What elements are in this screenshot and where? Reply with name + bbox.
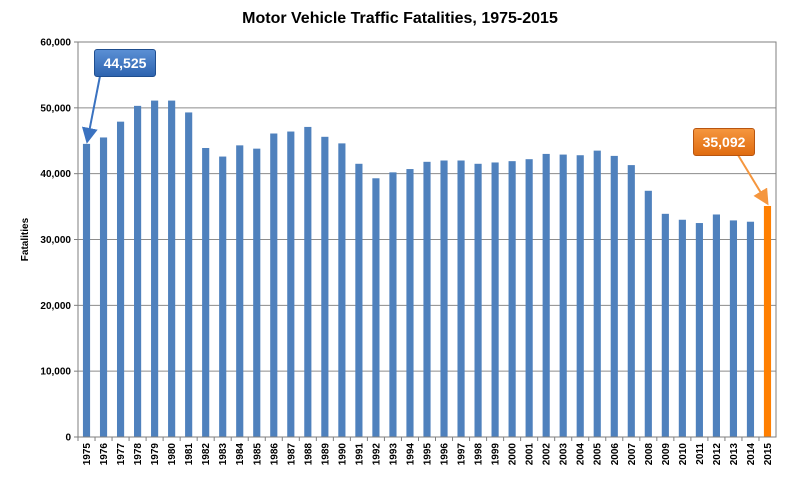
chart-title: Motor Vehicle Traffic Fatalities, 1975-2… [242,10,558,27]
bar-1990 [338,143,346,437]
x-tick-label-2004: 2004 [576,443,587,466]
x-tick-label-1993: 1993 [388,443,399,466]
bar-1987 [287,131,295,438]
x-tick-label-1999: 1999 [491,443,502,466]
x-tick-label-1977: 1977 [116,443,127,466]
callout-arrow-1975 [81,75,101,144]
x-tick-label-2008: 2008 [644,443,655,466]
bar-2009 [661,213,669,437]
bar-1979 [151,100,159,437]
bar-1993 [389,172,397,437]
bar-1975 [82,143,91,438]
bar-1982 [202,147,210,437]
x-tick-label-2012: 2012 [712,443,723,466]
x-tick-label-1978: 1978 [133,443,144,466]
x-tick-label-1988: 1988 [303,443,314,466]
bar-1997 [457,160,465,437]
x-tick-label-1987: 1987 [286,443,297,466]
bar-2012 [712,214,720,437]
y-tick-label: 0 [65,433,71,444]
bar-1992 [372,178,380,437]
x-tick-label-2003: 2003 [559,443,570,466]
x-tick-label-2002: 2002 [542,443,553,466]
x-tick-label-2011: 2011 [695,443,706,465]
x-tick-label-2007: 2007 [627,443,638,466]
bar-1985 [253,148,261,437]
x-tick-label-1994: 1994 [405,443,416,466]
x-tick-label-1985: 1985 [252,443,263,466]
y-tick-label: 40,000 [40,169,71,180]
callout-2015: 35,092 [693,128,755,156]
bar-1980 [168,100,176,437]
x-tick-label-1995: 1995 [423,443,434,466]
bar-1996 [440,160,448,437]
bar-1983 [219,156,227,438]
y-tick-label: 30,000 [40,235,71,246]
bar-2004 [576,155,584,437]
bar-2013 [729,220,738,437]
bar-1995 [423,161,431,438]
x-tick-label-1982: 1982 [201,443,212,466]
bar-1994 [406,169,414,437]
x-tick-label-2001: 2001 [525,443,536,466]
x-tick-label-2006: 2006 [610,443,621,466]
bar-1981 [185,112,193,438]
bar-2010 [678,219,686,437]
x-tick-label-1984: 1984 [235,443,246,466]
x-tick-label-1979: 1979 [150,443,161,466]
x-tick-label-1998: 1998 [474,443,485,466]
callout-1975: 44,525 [94,49,156,77]
bar-2014 [746,221,755,437]
plot-frame [77,41,777,438]
bar-2008 [644,190,652,437]
x-tick-label-1981: 1981 [184,443,195,466]
x-tick-label-1997: 1997 [457,443,468,466]
y-tick-label: 20,000 [40,301,71,312]
y-tick-label: 60,000 [40,38,71,49]
bar-1998 [474,163,482,437]
y-tick-label: 50,000 [40,103,71,114]
y-tick-label: 10,000 [40,367,71,378]
bar-2015 [763,205,772,437]
bar-2005 [593,150,601,437]
x-tick-label-2015: 2015 [763,443,774,466]
bar-2011 [695,223,703,437]
x-tick-label-1976: 1976 [99,443,110,466]
x-tick-label-1996: 1996 [440,443,451,466]
bar-1999 [491,162,499,437]
bar-2003 [559,154,567,437]
x-tick-label-1990: 1990 [337,443,348,466]
x-tick-label-2000: 2000 [508,443,519,466]
bar-2001 [525,159,533,437]
x-tick-label-1975: 1975 [82,443,93,466]
bar-2007 [627,165,635,437]
x-tick-label-1986: 1986 [269,443,280,466]
bar-1976 [99,137,108,438]
bar-1986 [270,133,278,437]
bar-1988 [304,126,312,438]
x-tick-label-2009: 2009 [661,443,672,466]
x-tick-label-1989: 1989 [320,443,331,466]
x-tick-label-1980: 1980 [167,443,178,466]
x-tick-label-1983: 1983 [218,443,229,466]
bar-1978 [134,105,142,437]
bar-1977 [116,121,125,438]
bar-1984 [236,145,244,437]
x-tick-label-2005: 2005 [593,443,604,466]
bar-2002 [542,153,550,437]
bar-1989 [321,136,329,438]
bar-1991 [355,163,363,437]
bar-2000 [508,161,516,438]
x-tick-label-2014: 2014 [746,443,757,466]
bar-2006 [610,155,618,437]
x-tick-label-2010: 2010 [678,443,689,466]
x-tick-label-1992: 1992 [371,443,382,466]
callout-arrow-2015 [737,154,769,206]
x-tick-label-2013: 2013 [729,443,740,466]
x-tick-label-1991: 1991 [354,443,365,466]
y-axis-label: Fatalities [20,217,31,261]
